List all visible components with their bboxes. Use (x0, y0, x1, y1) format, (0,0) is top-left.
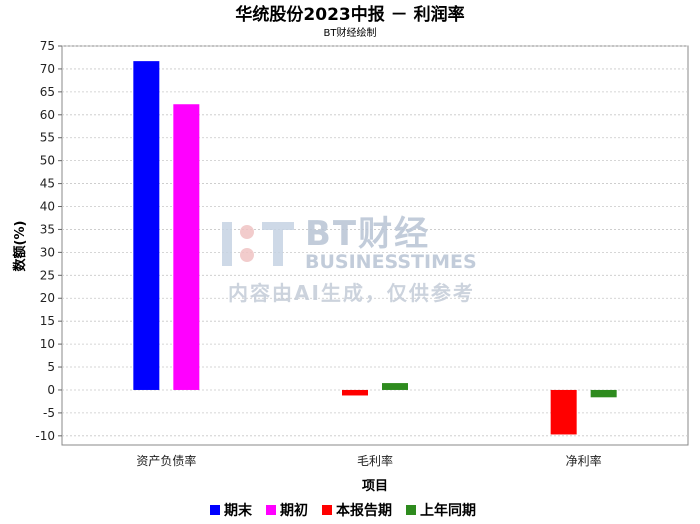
x-tick-label: 净利率 (566, 453, 602, 468)
y-tick-label: 70 (40, 62, 55, 76)
y-tick-label: 5 (47, 360, 55, 374)
legend-item: 本报告期 (336, 502, 392, 519)
y-tick-label: 15 (40, 314, 55, 328)
y-tick-label: 45 (40, 177, 55, 191)
y-tick-label: 20 (40, 291, 55, 305)
y-tick-label: 25 (40, 268, 55, 282)
y-tick-label: 30 (40, 245, 55, 259)
watermark-brand-cn: BT财经 (305, 214, 430, 254)
chart-subtitle: BT财经绘制 (324, 26, 377, 39)
legend-swatch (210, 505, 220, 515)
chart-title: 华统股份2023中报 － 利润率 (235, 4, 464, 25)
watermark: BT财经 BUSINESSTIMES 内容由AI生成，仅供参考 (222, 214, 477, 305)
y-tick-label: 60 (40, 108, 55, 122)
y-tick-label: 0 (47, 383, 55, 397)
legend-swatch (406, 505, 416, 515)
grid-lines (62, 45, 688, 437)
y-tick-label: 75 (40, 39, 55, 53)
legend-item: 期初 (280, 502, 308, 519)
legend-swatch (322, 505, 332, 515)
y-axis-ticks: -10 -5 0 5 10 15 20 25 30 35 40 45 50 55 60 65 70 75 (35, 39, 62, 443)
legend-item: 期末 (224, 502, 253, 519)
y-tick-label: -10 (35, 429, 55, 443)
x-axis-ticks: 资产负债率 毛利率 净利率 (136, 453, 601, 468)
x-axis-label: 项目 (362, 479, 388, 494)
x-tick-label: 资产负债率 (136, 453, 196, 468)
bar-本报告期-毛利率 (342, 389, 368, 396)
bar-期初-资产负债率 (173, 104, 200, 390)
y-tick-label: 50 (40, 154, 55, 168)
bar-期末-资产负债率 (133, 61, 160, 390)
legend: 期末 期初 本报告期 上年同期 (210, 502, 476, 519)
legend-swatch (266, 505, 276, 515)
x-tick-label: 毛利率 (357, 453, 393, 468)
plot-area (61, 45, 689, 446)
y-tick-label: 10 (40, 337, 55, 351)
bar-上年同期-毛利率 (382, 383, 408, 390)
y-tick-label: 65 (40, 85, 55, 99)
y-tick-label: 55 (40, 131, 55, 145)
y-tick-label: -5 (43, 406, 55, 420)
watermark-logo-icon (222, 222, 294, 266)
watermark-brand-en: BUSINESSTIMES (305, 251, 477, 273)
watermark-notice: 内容由AI生成，仅供参考 (228, 281, 475, 305)
y-axis-label: 数额(%) (12, 221, 28, 272)
legend-item: 上年同期 (420, 502, 476, 519)
bars (133, 61, 617, 435)
bar-上年同期-净利率 (590, 389, 617, 398)
bar-本报告期-净利率 (550, 389, 577, 435)
y-tick-label: 40 (40, 200, 55, 214)
y-tick-label: 35 (40, 222, 55, 236)
